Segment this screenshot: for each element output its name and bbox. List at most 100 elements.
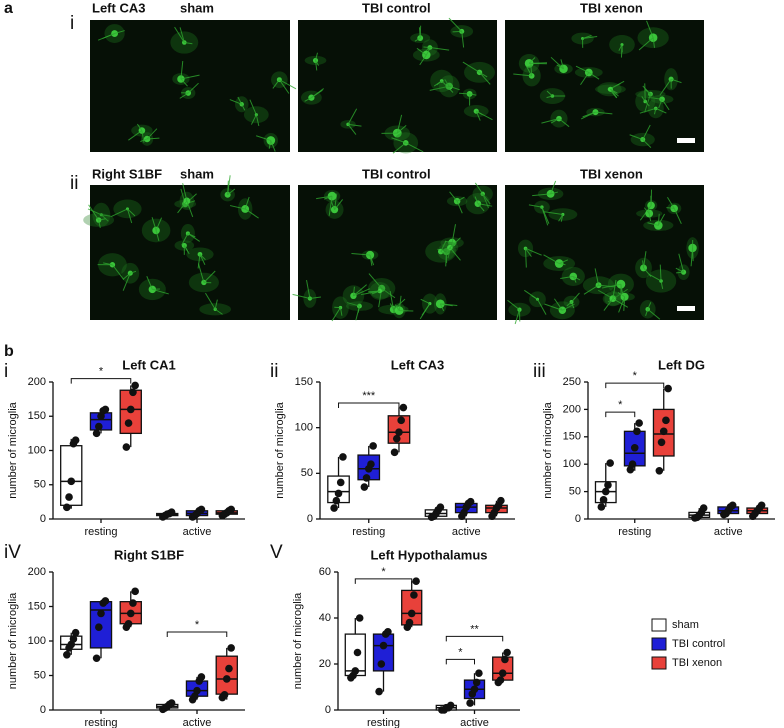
process xyxy=(155,230,160,242)
significance-bracket xyxy=(70,378,132,384)
data-point xyxy=(379,641,388,650)
process xyxy=(657,213,665,226)
process xyxy=(676,271,684,274)
process xyxy=(559,263,566,266)
legend-label: TBI control xyxy=(672,638,725,650)
process xyxy=(573,275,581,281)
process xyxy=(140,138,148,143)
process xyxy=(642,85,651,95)
y-tick-label: 40 xyxy=(319,612,331,624)
y-tick-label: 0 xyxy=(325,704,331,716)
process xyxy=(646,20,654,38)
process xyxy=(661,98,670,111)
chart-title: Right S1BF xyxy=(114,547,184,562)
process xyxy=(186,200,194,218)
data-point xyxy=(375,687,383,696)
data-point xyxy=(628,460,637,469)
process xyxy=(270,140,276,152)
data-point xyxy=(126,405,135,414)
x-tick-label: resting xyxy=(84,717,117,728)
process xyxy=(136,123,143,131)
process xyxy=(525,248,527,268)
panel-numeral: iV xyxy=(4,542,21,563)
process xyxy=(328,196,333,216)
process xyxy=(214,308,223,315)
process xyxy=(352,286,355,296)
data-point xyxy=(395,428,403,437)
process xyxy=(339,307,343,316)
process xyxy=(174,26,185,43)
process xyxy=(392,142,407,154)
y-tick-label: 200 xyxy=(28,376,46,388)
data-point xyxy=(410,591,418,599)
data-point xyxy=(369,442,377,450)
process xyxy=(449,247,461,261)
significance-bracket xyxy=(445,635,504,642)
process xyxy=(507,299,520,311)
process xyxy=(368,273,383,289)
significance-bracket xyxy=(605,411,636,418)
process xyxy=(550,56,564,70)
process xyxy=(389,290,394,310)
y-tick-label: 150 xyxy=(28,600,46,612)
y-tick-label: 100 xyxy=(28,635,46,647)
process xyxy=(369,254,375,266)
process xyxy=(550,118,560,124)
data-point xyxy=(633,427,641,436)
data-point xyxy=(330,504,338,512)
data-point xyxy=(405,618,414,627)
significance-bracket xyxy=(605,382,665,389)
column-label: TBI xenon xyxy=(580,0,643,15)
process xyxy=(449,85,460,91)
y-tick-label: 150 xyxy=(295,376,313,388)
x-tick-label: active xyxy=(714,526,743,538)
process xyxy=(603,298,614,311)
data-point xyxy=(222,675,231,683)
data-point xyxy=(197,673,206,681)
process xyxy=(529,62,548,64)
process xyxy=(655,107,667,114)
process xyxy=(629,134,643,141)
legend-label: TBI xenon xyxy=(672,657,722,669)
data-point xyxy=(63,651,71,659)
process xyxy=(237,96,243,105)
panel-label: a xyxy=(4,0,13,17)
process xyxy=(440,303,453,307)
process xyxy=(526,65,533,77)
process xyxy=(658,99,663,109)
data-point xyxy=(664,384,672,393)
process xyxy=(441,80,454,93)
data-point xyxy=(124,419,133,427)
process xyxy=(642,124,651,140)
data-point xyxy=(339,453,347,461)
panel-numeral: V xyxy=(270,542,283,563)
process xyxy=(583,284,599,295)
process xyxy=(474,196,479,204)
process xyxy=(444,240,453,244)
process xyxy=(405,142,424,153)
data-point xyxy=(503,648,511,657)
y-tick-label: 0 xyxy=(40,704,46,716)
process xyxy=(572,276,577,283)
data-point xyxy=(657,438,666,447)
y-tick-label: 100 xyxy=(295,422,313,434)
y-tick-label: 0 xyxy=(40,513,46,525)
process xyxy=(315,60,318,71)
process xyxy=(197,263,205,283)
process xyxy=(541,206,549,226)
process xyxy=(197,254,201,269)
process xyxy=(184,42,193,45)
process xyxy=(205,292,216,310)
process xyxy=(477,203,493,207)
process xyxy=(112,264,125,280)
process xyxy=(514,309,520,325)
process xyxy=(347,108,358,125)
process xyxy=(620,44,623,58)
significance-label: * xyxy=(458,646,463,658)
process xyxy=(537,299,547,315)
data-point xyxy=(95,623,103,631)
process xyxy=(425,47,431,56)
process xyxy=(130,270,137,274)
data-point xyxy=(407,609,416,618)
y-tick-label: 150 xyxy=(28,410,46,422)
